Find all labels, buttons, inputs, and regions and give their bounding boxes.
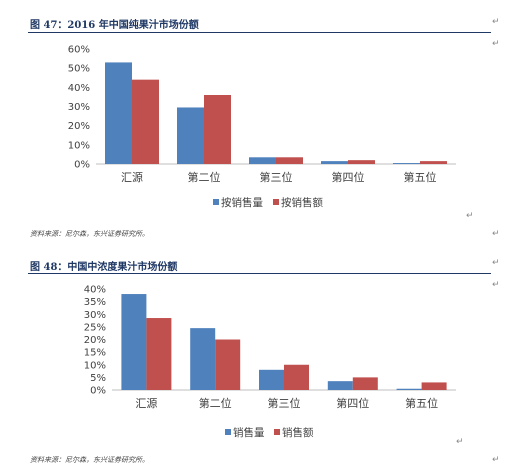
x-tick-label: 第二位	[199, 396, 232, 410]
x-tick-label: 第四位	[332, 170, 365, 184]
legend-swatch	[225, 429, 231, 435]
y-tick-label: 60%	[68, 45, 90, 56]
y-tick-label: 25%	[84, 322, 106, 333]
paragraph-mark: ↵	[492, 39, 500, 49]
bar-value	[420, 161, 447, 164]
bar-value	[352, 377, 378, 390]
legend-label: 按销售额	[281, 196, 323, 209]
bar-value	[421, 382, 447, 390]
x-tick-label: 第三位	[260, 170, 293, 184]
bar-volume	[177, 107, 204, 164]
legend-swatch	[274, 429, 280, 435]
paragraph-mark: ↵	[492, 258, 500, 268]
paragraph-mark: ↵	[492, 17, 500, 27]
bar-value	[204, 95, 231, 164]
x-tick-label: 汇源	[121, 170, 143, 184]
bar-value	[146, 318, 172, 390]
y-tick-label: 35%	[84, 297, 106, 308]
figure-47-title: 图 47：2016 年中国纯果汁市场份额	[30, 20, 199, 31]
figure-48-title: 图 48：中国中浓度果汁市场份额	[30, 262, 178, 273]
paragraph-mark: ↵	[492, 229, 500, 239]
bar-volume	[393, 163, 420, 164]
y-tick-label: 40%	[68, 83, 90, 94]
legend-label: 销售量	[233, 426, 265, 439]
y-tick-label: 15%	[84, 348, 106, 359]
legend-swatch	[273, 199, 279, 205]
bar-value	[132, 79, 159, 164]
bar-value	[276, 157, 303, 164]
legend-swatch	[213, 199, 219, 205]
bar-value	[348, 160, 375, 164]
paragraph-mark: ↵	[456, 437, 464, 447]
figure-47-rule	[28, 32, 491, 33]
bar-volume	[327, 381, 353, 390]
bar-volume	[105, 62, 132, 164]
paragraph-mark: ↵	[466, 211, 474, 221]
y-tick-label: 40%	[84, 285, 106, 296]
paragraph-mark: ↵	[492, 280, 500, 290]
bar-volume	[190, 328, 216, 390]
paragraph-mark: ↵	[492, 455, 500, 465]
figure-47-source: 资料来源：尼尔森，东兴证券研究所。	[30, 230, 149, 238]
figure-48-chart: 0% 5% 10%15% 20% 25%30% 35%40% 汇源 第二位 第三位 第四位 第五位销…	[84, 285, 456, 439]
y-tick-label: 10%	[84, 360, 106, 371]
y-tick-label: 20%	[84, 335, 106, 346]
bar-value	[215, 339, 241, 390]
y-tick-label: 20%	[68, 121, 90, 132]
y-tick-label: 0%	[74, 160, 90, 171]
bar-volume	[396, 388, 422, 390]
bar-value	[284, 364, 309, 390]
y-tick-label: 50%	[68, 64, 90, 75]
y-tick-label: 0%	[90, 386, 106, 397]
bar-volume	[121, 294, 147, 390]
y-tick-label: 10%	[68, 140, 90, 151]
bar-volume	[321, 161, 348, 164]
legend-label: 销售额	[282, 426, 314, 439]
x-tick-label: 第四位	[336, 396, 369, 410]
figure-48-source: 资料来源：尼尔森，东兴证券研究所。	[30, 456, 149, 464]
y-tick-label: 30%	[84, 310, 106, 321]
legend-label: 按销售量	[221, 196, 263, 209]
x-tick-label: 第五位	[405, 396, 438, 410]
figure-48-rule	[28, 273, 491, 274]
x-tick-label: 汇源	[135, 396, 157, 410]
y-tick-label: 30%	[68, 102, 90, 113]
bar-volume	[249, 157, 276, 164]
x-tick-label: 第二位	[188, 170, 221, 184]
y-tick-label: 5%	[90, 373, 106, 384]
x-tick-label: 第五位	[404, 170, 437, 184]
bar-volume	[259, 369, 284, 390]
x-tick-label: 第三位	[268, 396, 301, 410]
